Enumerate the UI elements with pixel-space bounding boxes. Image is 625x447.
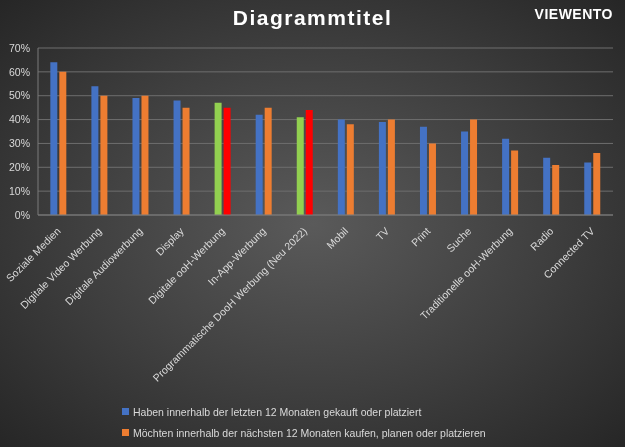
svg-text:40%: 40%: [9, 113, 30, 125]
svg-text:Digitale Video Werbung: Digitale Video Werbung: [18, 225, 104, 311]
svg-text:Radio: Radio: [528, 225, 556, 253]
html-text:Haben innerhalb der letzten 12: Haben innerhalb der letzten 12 Monaten g…: [133, 405, 422, 418]
svg-text:50%: 50%: [9, 89, 30, 101]
svg-text:Mobil: Mobil: [324, 225, 350, 251]
svg-text:30%: 30%: [9, 137, 30, 149]
svg-text:20%: 20%: [9, 161, 30, 173]
html-text:Diagrammtitel: Diagrammtitel: [232, 6, 393, 29]
svg-text:TV: TV: [373, 225, 391, 243]
html-text:VIEWENTO: VIEWENTO: [534, 6, 613, 22]
svg-text:Traditionelle ooH-Werbung: Traditionelle ooH-Werbung: [418, 225, 515, 322]
svg-text:Suche: Suche: [444, 225, 474, 255]
svg-text:Digitale ooH-Werbung: Digitale ooH-Werbung: [146, 225, 228, 307]
svg-text:60%: 60%: [9, 66, 30, 78]
svg-text:Display: Display: [153, 224, 186, 257]
svg-text:0%: 0%: [15, 209, 30, 221]
svg-text:Digitale Audiowerbung: Digitale Audiowerbung: [63, 225, 145, 307]
html-text:Möchten innerhalb der nächsten: Möchten innerhalb der nächsten 12 Monate…: [133, 426, 486, 439]
svg-text:Programmatische DooH Werbung (: Programmatische DooH Werbung (Neu 2022): [150, 225, 309, 384]
svg-text:Connected TV: Connected TV: [541, 225, 597, 281]
svg-text:In-App-Werbung: In-App-Werbung: [205, 224, 269, 288]
svg-text:10%: 10%: [9, 185, 30, 197]
svg-text:70%: 70%: [9, 42, 30, 54]
svg-text:Print: Print: [409, 225, 433, 249]
